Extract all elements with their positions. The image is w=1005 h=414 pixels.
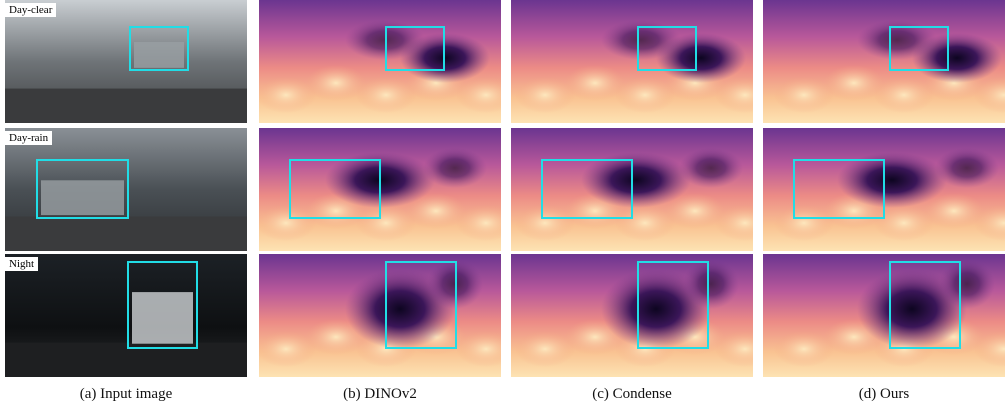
box bbox=[129, 26, 189, 71]
heat-light bbox=[665, 193, 725, 229]
heatmap bbox=[511, 128, 753, 251]
heat-light bbox=[615, 205, 675, 241]
road bbox=[5, 88, 247, 123]
heat-light bbox=[259, 331, 316, 367]
heat-light bbox=[515, 331, 575, 367]
heatmap bbox=[763, 128, 1005, 251]
heat-light bbox=[259, 205, 316, 241]
caption: (a) Input image bbox=[79, 386, 173, 402]
heat-dark bbox=[601, 269, 711, 349]
heat-dark bbox=[345, 269, 455, 349]
box bbox=[385, 261, 457, 349]
heat-dark bbox=[683, 259, 739, 309]
heat-light bbox=[974, 205, 1005, 241]
box bbox=[36, 159, 129, 219]
heat-dark bbox=[939, 259, 995, 309]
heat-light bbox=[306, 319, 366, 355]
vehicle bbox=[134, 42, 184, 68]
input-image bbox=[5, 128, 247, 251]
road bbox=[5, 342, 247, 377]
heat-light bbox=[715, 205, 753, 241]
caption: (c) Condense bbox=[592, 386, 672, 402]
input-image bbox=[5, 0, 247, 123]
heatmap bbox=[259, 254, 501, 377]
road bbox=[5, 216, 247, 251]
heat-light bbox=[406, 193, 466, 229]
heat-light bbox=[356, 205, 416, 241]
box bbox=[289, 159, 381, 219]
input-image bbox=[5, 254, 247, 377]
heatmap bbox=[511, 254, 753, 377]
heat-light bbox=[306, 65, 366, 101]
heat-light bbox=[259, 77, 316, 113]
heat-light bbox=[874, 77, 934, 113]
box bbox=[385, 26, 445, 71]
box bbox=[637, 261, 709, 349]
heat-light bbox=[874, 205, 934, 241]
heat-dark bbox=[857, 269, 967, 349]
heat-dark bbox=[837, 152, 947, 208]
box bbox=[637, 26, 697, 71]
heat-light bbox=[774, 77, 834, 113]
caption: (d) Ours bbox=[858, 386, 910, 402]
heatmap bbox=[259, 0, 501, 123]
box bbox=[889, 261, 961, 349]
heat-light bbox=[715, 77, 753, 113]
box bbox=[889, 26, 949, 71]
heatmap bbox=[511, 0, 753, 123]
heat-dark bbox=[935, 148, 999, 188]
box bbox=[541, 159, 633, 219]
vehicle bbox=[132, 292, 193, 344]
heat-dark bbox=[601, 20, 681, 60]
heat-light bbox=[774, 331, 834, 367]
heat-light bbox=[974, 331, 1005, 367]
heat-dark bbox=[581, 152, 691, 208]
heat-dark bbox=[679, 148, 743, 188]
heat-light bbox=[715, 331, 753, 367]
heat-light bbox=[456, 205, 501, 241]
box bbox=[127, 261, 198, 349]
heatmap bbox=[763, 254, 1005, 377]
heat-light bbox=[515, 77, 575, 113]
caption: (b) DINOv2 bbox=[343, 386, 417, 402]
row-label: Day-rain bbox=[5, 131, 53, 145]
heatmap bbox=[259, 128, 501, 251]
heat-light bbox=[974, 77, 1005, 113]
row-label: Night bbox=[5, 257, 39, 271]
heat-light bbox=[356, 77, 416, 113]
heat-light bbox=[924, 193, 984, 229]
heat-light bbox=[456, 77, 501, 113]
heat-light bbox=[615, 77, 675, 113]
heatmap bbox=[763, 0, 1005, 123]
heat-light bbox=[824, 65, 884, 101]
box bbox=[793, 159, 885, 219]
heat-light bbox=[774, 205, 834, 241]
vehicle bbox=[41, 180, 124, 216]
row-label: Day-clear bbox=[5, 3, 57, 17]
heat-light bbox=[456, 331, 501, 367]
heat-dark bbox=[423, 148, 487, 188]
heat-light bbox=[565, 65, 625, 101]
heat-dark bbox=[857, 20, 937, 60]
heat-light bbox=[515, 205, 575, 241]
